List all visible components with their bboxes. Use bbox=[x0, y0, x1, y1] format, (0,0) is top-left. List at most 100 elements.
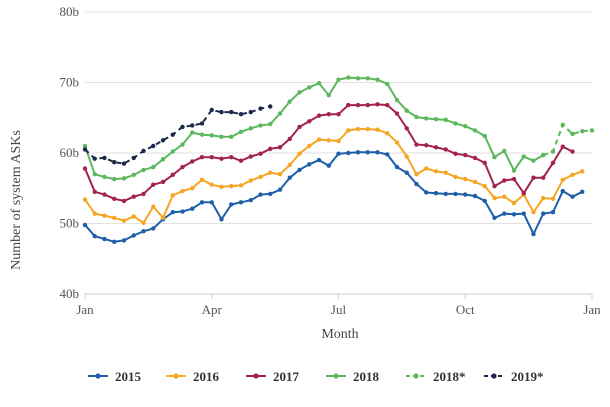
data-point bbox=[258, 192, 263, 197]
legend-marker bbox=[95, 373, 101, 379]
data-point bbox=[190, 159, 195, 164]
data-point bbox=[346, 128, 351, 133]
data-point bbox=[404, 126, 409, 131]
data-point bbox=[268, 121, 273, 127]
data-point bbox=[502, 148, 507, 154]
data-point bbox=[414, 171, 419, 177]
data-point bbox=[209, 133, 214, 138]
data-point bbox=[229, 183, 234, 189]
legend-label: 2018* bbox=[433, 369, 466, 384]
data-point bbox=[82, 222, 88, 228]
data-point bbox=[375, 102, 380, 107]
data-point bbox=[424, 190, 429, 195]
x-tick-label: Oct bbox=[456, 302, 475, 317]
data-point bbox=[229, 134, 234, 139]
data-point bbox=[131, 214, 136, 219]
data-point bbox=[199, 177, 205, 182]
data-point bbox=[502, 194, 507, 199]
data-point bbox=[170, 210, 175, 215]
data-point bbox=[258, 174, 263, 180]
data-point bbox=[482, 183, 487, 189]
data-point bbox=[229, 155, 234, 160]
legend-marker bbox=[333, 373, 339, 379]
data-point bbox=[531, 231, 536, 237]
data-point bbox=[365, 76, 370, 81]
data-point bbox=[297, 124, 302, 130]
data-point bbox=[141, 229, 146, 234]
data-point bbox=[316, 81, 322, 86]
data-point bbox=[385, 131, 390, 136]
data-point bbox=[365, 102, 370, 108]
data-point bbox=[307, 143, 312, 149]
data-point bbox=[268, 146, 273, 151]
data-point bbox=[219, 109, 224, 115]
legend-label: 2016 bbox=[193, 369, 220, 384]
data-point bbox=[121, 198, 127, 204]
data-point bbox=[424, 166, 429, 171]
data-point bbox=[326, 163, 331, 168]
data-point bbox=[160, 215, 166, 221]
data-point bbox=[219, 184, 224, 190]
data-point bbox=[112, 159, 117, 165]
y-tick-label: 80b bbox=[60, 4, 80, 19]
data-point bbox=[160, 138, 166, 143]
data-point bbox=[258, 123, 263, 128]
data-point bbox=[463, 124, 468, 129]
data-point bbox=[365, 150, 370, 155]
data-point bbox=[287, 162, 292, 168]
data-point bbox=[521, 211, 526, 216]
series-lines bbox=[82, 75, 595, 245]
data-point bbox=[453, 174, 458, 180]
data-point bbox=[326, 138, 331, 143]
data-point bbox=[492, 195, 497, 201]
data-point bbox=[375, 77, 380, 82]
data-point bbox=[307, 119, 312, 124]
legend-marker bbox=[491, 373, 497, 379]
legend-item: 2017 bbox=[246, 369, 300, 384]
data-point bbox=[463, 192, 468, 197]
data-point bbox=[570, 194, 575, 199]
legend-label: 2019* bbox=[511, 369, 544, 384]
legend-marker bbox=[253, 373, 259, 379]
data-point bbox=[355, 102, 361, 108]
data-point bbox=[511, 212, 517, 217]
x-axis-title: Month bbox=[321, 327, 358, 342]
data-point bbox=[229, 109, 234, 115]
data-point bbox=[502, 178, 507, 183]
data-point bbox=[121, 238, 127, 243]
data-point bbox=[560, 188, 565, 194]
data-point bbox=[297, 90, 302, 95]
data-point bbox=[336, 77, 341, 82]
data-point bbox=[336, 112, 341, 117]
data-point bbox=[131, 194, 136, 199]
data-point bbox=[121, 176, 127, 181]
y-tick-label: 50b bbox=[60, 216, 80, 231]
data-point bbox=[346, 75, 351, 80]
data-point bbox=[248, 198, 253, 203]
data-point bbox=[102, 174, 107, 180]
data-point bbox=[258, 151, 263, 156]
data-point bbox=[248, 178, 253, 183]
data-point bbox=[160, 157, 166, 162]
data-point bbox=[258, 106, 263, 111]
data-point bbox=[385, 81, 390, 87]
data-point bbox=[141, 191, 146, 197]
data-point bbox=[112, 176, 117, 182]
data-point bbox=[170, 193, 175, 198]
data-point bbox=[180, 164, 185, 170]
data-point bbox=[219, 217, 224, 222]
data-point bbox=[209, 200, 214, 205]
data-point bbox=[531, 158, 536, 163]
data-point bbox=[180, 188, 185, 194]
data-point bbox=[453, 121, 458, 126]
data-point bbox=[209, 155, 214, 160]
data-point bbox=[112, 239, 117, 245]
data-point bbox=[92, 189, 97, 194]
data-point bbox=[326, 112, 331, 117]
data-point bbox=[433, 190, 439, 196]
data-point bbox=[385, 102, 390, 108]
series-2019-projected bbox=[82, 104, 273, 166]
data-point bbox=[141, 148, 146, 154]
data-point bbox=[199, 132, 205, 137]
